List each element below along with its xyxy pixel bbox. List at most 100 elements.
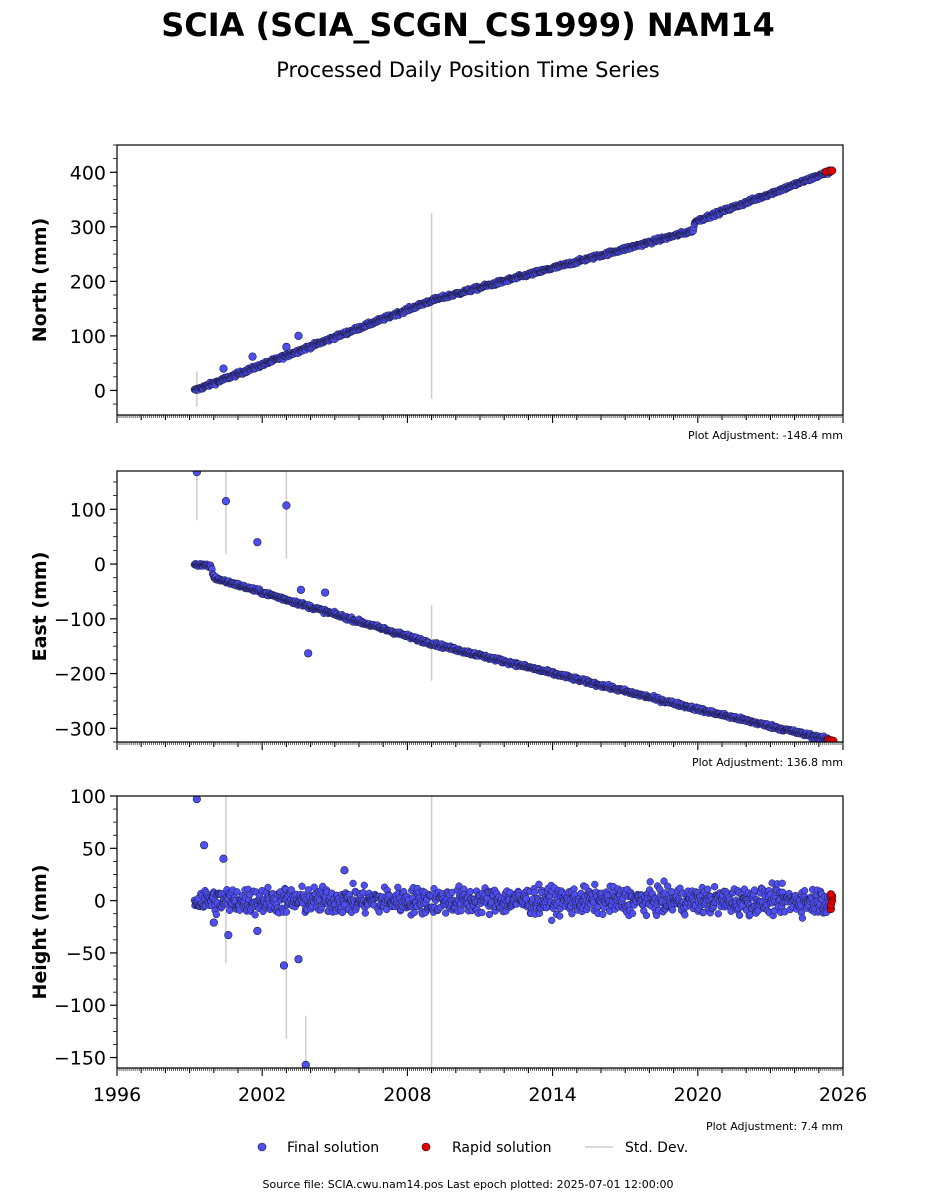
final-point bbox=[556, 912, 564, 920]
final-point bbox=[310, 883, 318, 891]
chart-subtitle: Processed Daily Position Time Series bbox=[276, 58, 660, 82]
final-point bbox=[750, 886, 759, 894]
final-point bbox=[410, 908, 418, 917]
y-tick-label: 0 bbox=[94, 380, 106, 402]
plot-area bbox=[190, 796, 837, 1068]
y-tick-label: 100 bbox=[70, 786, 106, 808]
final-point-outlier bbox=[224, 931, 233, 940]
final-point bbox=[710, 883, 719, 891]
final-point bbox=[530, 888, 539, 897]
final-point bbox=[548, 916, 556, 925]
final-point-outlier bbox=[192, 471, 201, 477]
final-point bbox=[485, 910, 494, 919]
rapid-point bbox=[829, 736, 838, 742]
final-point bbox=[360, 881, 368, 889]
final-point-outlier bbox=[221, 497, 230, 506]
y-tick-label: 300 bbox=[70, 217, 106, 239]
final-point bbox=[478, 908, 486, 917]
final-point bbox=[233, 888, 241, 896]
y-tick-label: −100 bbox=[54, 609, 106, 631]
final-point bbox=[298, 882, 306, 890]
x-tick-label: 2014 bbox=[528, 1084, 576, 1106]
x-tick-label: 2020 bbox=[674, 1084, 722, 1106]
final-point bbox=[349, 879, 357, 888]
final-point-outlier bbox=[253, 538, 262, 547]
final-point bbox=[660, 877, 668, 885]
final-point bbox=[714, 910, 722, 918]
source-line: Source file: SCIA.cwu.nam14.pos Last epo… bbox=[263, 1178, 674, 1191]
final-point bbox=[798, 914, 807, 922]
final-point bbox=[668, 906, 677, 914]
final-point bbox=[466, 887, 474, 896]
final-point bbox=[591, 880, 599, 889]
plot-adjustment: Plot Adjustment: -148.4 mm bbox=[688, 429, 843, 442]
final-point bbox=[338, 908, 347, 917]
panel-2: −300 −200 −100 0 100 East (mm) Plot Adjustment… bbox=[29, 470, 844, 769]
legend-final-label: Final solution bbox=[287, 1140, 379, 1156]
y-tick-label: 50 bbox=[82, 838, 106, 860]
final-point bbox=[442, 909, 450, 917]
final-point bbox=[212, 910, 220, 919]
y-tick-label: 0 bbox=[94, 891, 106, 913]
final-point bbox=[704, 885, 712, 893]
x-tick-label: 1996 bbox=[93, 1084, 141, 1106]
final-point-outlier bbox=[294, 955, 303, 964]
y-axis-label: East (mm) bbox=[29, 552, 51, 662]
y-tick-label: −300 bbox=[54, 718, 106, 740]
rapid-point bbox=[826, 890, 836, 899]
final-point-outlier bbox=[304, 649, 313, 658]
plot-area bbox=[190, 166, 837, 407]
final-point-outlier bbox=[340, 866, 349, 875]
final-point bbox=[282, 908, 291, 916]
final-point-outlier bbox=[248, 352, 257, 361]
final-point bbox=[568, 910, 576, 918]
y-tick-label: −50 bbox=[66, 943, 106, 965]
final-point-outlier bbox=[296, 585, 306, 594]
final-point bbox=[735, 911, 744, 919]
final-point-outlier bbox=[200, 841, 209, 850]
final-point bbox=[664, 882, 672, 890]
y-axis-label: Height (mm) bbox=[29, 864, 51, 999]
legend: Final solution Rapid solution Std. Dev. bbox=[257, 1140, 688, 1156]
final-point bbox=[264, 883, 272, 892]
final-point bbox=[457, 907, 465, 915]
final-point bbox=[800, 887, 809, 895]
y-tick-label: −200 bbox=[54, 664, 106, 686]
y-tick-label: 100 bbox=[70, 499, 106, 521]
final-point-outlier bbox=[282, 501, 291, 510]
final-point-outlier bbox=[209, 918, 218, 927]
y-tick-label: −100 bbox=[54, 995, 106, 1017]
final-point bbox=[394, 883, 402, 891]
final-point-outlier bbox=[219, 854, 228, 863]
plot-adjustment: Plot Adjustment: 136.8 mm bbox=[692, 756, 843, 769]
final-point bbox=[361, 909, 369, 917]
plot-area bbox=[190, 471, 838, 742]
y-tick-label: 0 bbox=[94, 554, 106, 576]
y-tick-label: −150 bbox=[54, 1048, 106, 1070]
panel-1: 0 100 200 300 400 North (mm) Plot Adjustment: … bbox=[29, 144, 844, 442]
legend-rapid-marker bbox=[421, 1142, 431, 1152]
final-point-outlier bbox=[294, 331, 303, 341]
plot-adjustment: Plot Adjustment: 7.4 mm bbox=[706, 1120, 843, 1133]
chart-title: SCIA (SCIA_SCGN_CS1999) NAM14 bbox=[161, 6, 775, 44]
rapid-point bbox=[828, 166, 837, 175]
final-point bbox=[646, 878, 654, 886]
x-tick-label: 2008 bbox=[383, 1084, 431, 1106]
final-point bbox=[535, 880, 543, 888]
y-tick-label: 400 bbox=[70, 162, 106, 184]
final-point-outlier bbox=[192, 796, 201, 804]
final-point bbox=[778, 879, 786, 887]
final-point-outlier bbox=[253, 926, 262, 936]
final-point bbox=[251, 911, 259, 919]
panel-3: −150 −100 −50 0 50 100 1996 2002 2008 2014 2020 202… bbox=[29, 786, 867, 1133]
final-point-outlier bbox=[321, 588, 330, 597]
legend-stddev-label: Std. Dev. bbox=[625, 1140, 688, 1156]
legend-final-marker bbox=[257, 1142, 267, 1152]
x-tick-label: 2002 bbox=[238, 1084, 286, 1106]
y-axis-label: North (mm) bbox=[29, 218, 51, 343]
final-point-outlier bbox=[279, 961, 289, 970]
final-point-outlier bbox=[219, 364, 228, 373]
y-tick-label: 100 bbox=[70, 326, 106, 348]
y-tick-label: 200 bbox=[70, 271, 106, 293]
